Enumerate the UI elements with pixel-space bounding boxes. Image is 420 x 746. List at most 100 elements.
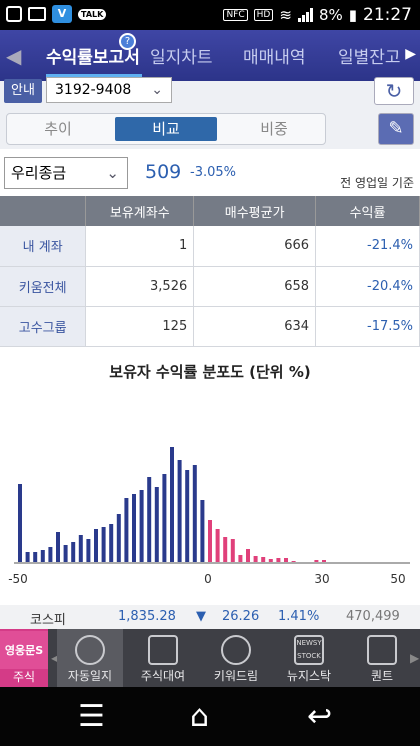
basis-note: 전 영업일 기준 <box>340 176 414 190</box>
tab-journal-chart[interactable]: 일지차트 <box>150 48 213 68</box>
x-tick-label: 30 <box>314 572 329 586</box>
hd-icon: HD <box>253 9 274 21</box>
battery-percent: 8% <box>318 6 343 24</box>
tab-next-icon[interactable]: ▶ <box>405 46 416 62</box>
segment-compare[interactable]: 비교 <box>115 117 217 141</box>
avg-price-cell: 666 <box>193 226 317 267</box>
table-row: 키움전체 3,526 658 -20.4% <box>0 266 420 307</box>
distribution-chart: -50 0 30 50 <box>8 447 410 586</box>
help-badge-icon[interactable]: ? <box>119 33 136 50</box>
stock-price: 509 <box>145 161 182 183</box>
logo-label: 주식 <box>12 670 36 684</box>
android-nav-bar: ☰ ⌂ ↩ <box>0 687 420 746</box>
tab-return-report[interactable]: 수익률보고서 <box>46 48 140 68</box>
stock-select[interactable]: 우리종금 ⌄ <box>4 157 128 189</box>
accounts-cell: 1 <box>85 226 195 267</box>
nav-item-quant[interactable]: 퀀트 <box>349 629 415 687</box>
histogram-bar <box>322 560 326 562</box>
avg-price-cell: 634 <box>193 306 317 347</box>
won-tv-icon <box>148 635 178 665</box>
wifi-icon: ≋ <box>279 6 292 24</box>
return-cell: -20.4% <box>315 266 420 307</box>
chevron-down-icon: ⌄ <box>106 164 119 182</box>
active-tab-indicator <box>46 74 142 79</box>
battery-icon: ▮ <box>348 6 357 24</box>
row-label: 키움전체 <box>0 266 87 307</box>
home-icon[interactable]: ⌂ <box>190 699 210 734</box>
histogram-bar <box>147 477 152 562</box>
histogram-bar <box>215 529 220 562</box>
histogram-bar <box>132 494 136 562</box>
nav-label: 퀀트 <box>370 669 394 683</box>
notification-icon <box>6 6 22 22</box>
accounts-cell: 3,526 <box>85 266 195 307</box>
nav-prev-icon[interactable]: ◀ <box>51 651 61 665</box>
clock: 21:27 <box>363 5 412 25</box>
nav-label: 자동일지 <box>67 669 113 683</box>
histogram-bar <box>56 532 60 562</box>
return-cell: -21.4% <box>315 226 420 267</box>
up-arrow-circle-icon <box>221 635 251 665</box>
header-cell: 수익률 <box>315 196 420 226</box>
histogram-bar <box>192 465 197 562</box>
accounts-cell: 125 <box>85 306 195 347</box>
histogram-bar <box>124 498 129 562</box>
histogram-bar <box>33 552 38 562</box>
stock-change: -3.05% <box>190 165 236 180</box>
histogram-bar <box>208 520 212 562</box>
histogram-bar <box>18 484 22 562</box>
nav-next-icon[interactable]: ▶ <box>410 651 420 665</box>
x-tick-label: -50 <box>8 572 28 586</box>
histogram-bar <box>116 514 121 562</box>
tab-prev-icon[interactable]: ◀ <box>6 44 22 68</box>
histogram-bar <box>25 552 30 562</box>
x-tick-label: 0 <box>204 572 212 586</box>
status-bar: V TALK NFC HD ≋ 8% ▮ 21:27 <box>0 0 420 30</box>
return-cell: -17.5% <box>315 306 420 347</box>
index-volume: 470,499 <box>346 609 400 624</box>
index-ticker: 코스피 1,835.28 ▼ 26.26 1.41% 470,499 <box>0 605 420 629</box>
histogram-bar <box>94 529 98 562</box>
home-logo-button[interactable]: 영웅문S 주식 <box>0 629 48 687</box>
guide-button[interactable]: 안내 <box>4 79 42 103</box>
histogram-bar <box>276 558 281 562</box>
histogram-bar <box>40 550 45 562</box>
header-cell <box>0 196 87 226</box>
histogram-bar <box>238 555 243 562</box>
histogram-bar <box>246 549 250 562</box>
histogram-bar <box>139 490 144 562</box>
back-icon[interactable]: ↩ <box>307 699 333 734</box>
segment-weight[interactable]: 비중 <box>260 120 288 138</box>
histogram-bar <box>314 560 319 562</box>
table-row: 고수그룹 125 634 -17.5% <box>0 306 420 347</box>
nav-item-stock-lending[interactable]: 주식대여 <box>130 629 196 687</box>
segment-trend[interactable]: 추이 <box>44 120 72 138</box>
tab-daily-balance[interactable]: 일별잔고 <box>338 48 401 68</box>
refresh-icon[interactable]: ↻ <box>374 77 414 105</box>
histogram-bar <box>101 527 106 562</box>
row-label: 고수그룹 <box>0 306 87 347</box>
down-arrow-icon: ▼ <box>196 609 206 624</box>
nav-item-auto-journal[interactable]: 자동일지 <box>57 629 123 687</box>
pencil-icon[interactable]: ✎ <box>378 113 414 145</box>
nav-label: 주식대여 <box>140 669 186 683</box>
tab-trade-history[interactable]: 매매내역 <box>243 48 306 68</box>
avg-price-cell: 658 <box>193 266 317 307</box>
nav-label: 키워드림 <box>213 669 259 683</box>
view-segment: 추이 비교 비중 <box>6 113 326 145</box>
chart-title: 보유자 수익률 분포도 (단위 %) <box>109 363 311 381</box>
menu-icon[interactable]: ☰ <box>78 699 105 734</box>
x-tick-label: 50 <box>390 572 405 586</box>
histogram-bar <box>109 524 114 562</box>
nav-item-keyword[interactable]: 키워드림 <box>203 629 269 687</box>
histogram-bar <box>284 558 288 562</box>
account-select[interactable]: 3192-9408 ⌄ <box>46 77 172 103</box>
top-tab-bar: ◀ 수익률보고서 ? 일지차트 매매내역 일별잔고 ▶ <box>0 30 420 81</box>
histogram-bar <box>86 539 91 562</box>
index-percent: 1.41% <box>278 609 320 624</box>
histogram-bar <box>261 557 266 562</box>
talk-icon: TALK <box>78 8 107 20</box>
index-change: 26.26 <box>222 609 260 624</box>
index-value: 1,835.28 <box>118 609 176 624</box>
nav-item-newsy-stock[interactable]: NEWSY STOCK 뉴지스탁 <box>276 629 342 687</box>
